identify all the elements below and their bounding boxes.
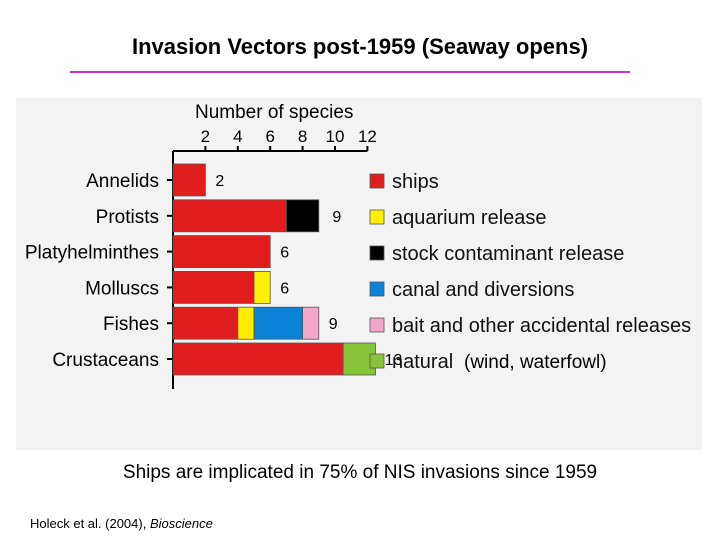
bar-segment [302, 306, 320, 340]
legend-label: bait and other accidental releases [392, 315, 691, 337]
legend-label: natural [392, 351, 453, 373]
slide-caption: Ships are implicated in 75% of NIS invas… [122, 462, 598, 483]
x-tick-label: 10 [326, 127, 345, 146]
title-underline [70, 71, 630, 73]
bar-segment [172, 306, 239, 340]
stacked-bar-chart: Number of species 2 4 6 8 10 12 Annelids 2 Protis… [25, 102, 691, 389]
legend-label: canal and diversions [392, 279, 574, 301]
x-axis-title: Number of species [195, 102, 353, 123]
slide-title: Invasion Vectors post-1959 (Seaway opens… [131, 34, 589, 59]
citation-journal: Bioscience [149, 516, 213, 531]
category-label: Platyhelminthes [25, 243, 159, 264]
bar-segment [172, 270, 255, 304]
bar-segment [285, 199, 320, 233]
legend-swatch [369, 209, 385, 225]
bar-segment [172, 199, 287, 233]
legend-swatch [369, 317, 385, 333]
bar-total-label: 13 [385, 352, 403, 369]
bar-total-label: 6 [280, 280, 289, 297]
bar-segment [253, 306, 303, 340]
category-label: Protists [96, 207, 159, 228]
legend-swatch [369, 245, 385, 261]
legend-swatch [369, 281, 385, 297]
chart-figure: Number of species 2 4 6 8 10 12 Annelids 2 Protis… [16, 98, 702, 450]
bar-total-label: 6 [280, 245, 289, 262]
legend-label: stock contaminant release [392, 243, 624, 265]
bar-segment [172, 342, 344, 376]
bar-total-label: 9 [332, 209, 341, 226]
legend-swatch [369, 353, 385, 369]
x-tick-label: 4 [233, 127, 242, 146]
bar-total-label: 2 [215, 173, 224, 190]
citation-authors: Holeck et al. (2004), [30, 516, 147, 531]
x-tick-label: 2 [201, 127, 210, 146]
legend-label: aquarium release [392, 207, 547, 229]
category-label: Crustaceans [52, 350, 159, 371]
x-tick-label: 6 [265, 127, 274, 146]
bar-segment [237, 306, 255, 340]
bar-total-label: 9 [329, 316, 338, 333]
legend-label: ships [392, 171, 439, 193]
bar-segment [172, 163, 206, 197]
legend-swatch [369, 173, 385, 189]
bar-segment [253, 270, 271, 304]
bar-segment [172, 235, 271, 269]
natural-note: (wind, waterfowl) [464, 352, 607, 373]
x-tick-label: 12 [358, 127, 377, 146]
citation: Holeck et al. (2004), Bioscience [30, 516, 213, 531]
category-label: Fishes [103, 314, 159, 335]
x-tick-label: 8 [298, 127, 307, 146]
category-label: Molluscs [85, 278, 159, 299]
category-label: Annelids [86, 171, 159, 192]
